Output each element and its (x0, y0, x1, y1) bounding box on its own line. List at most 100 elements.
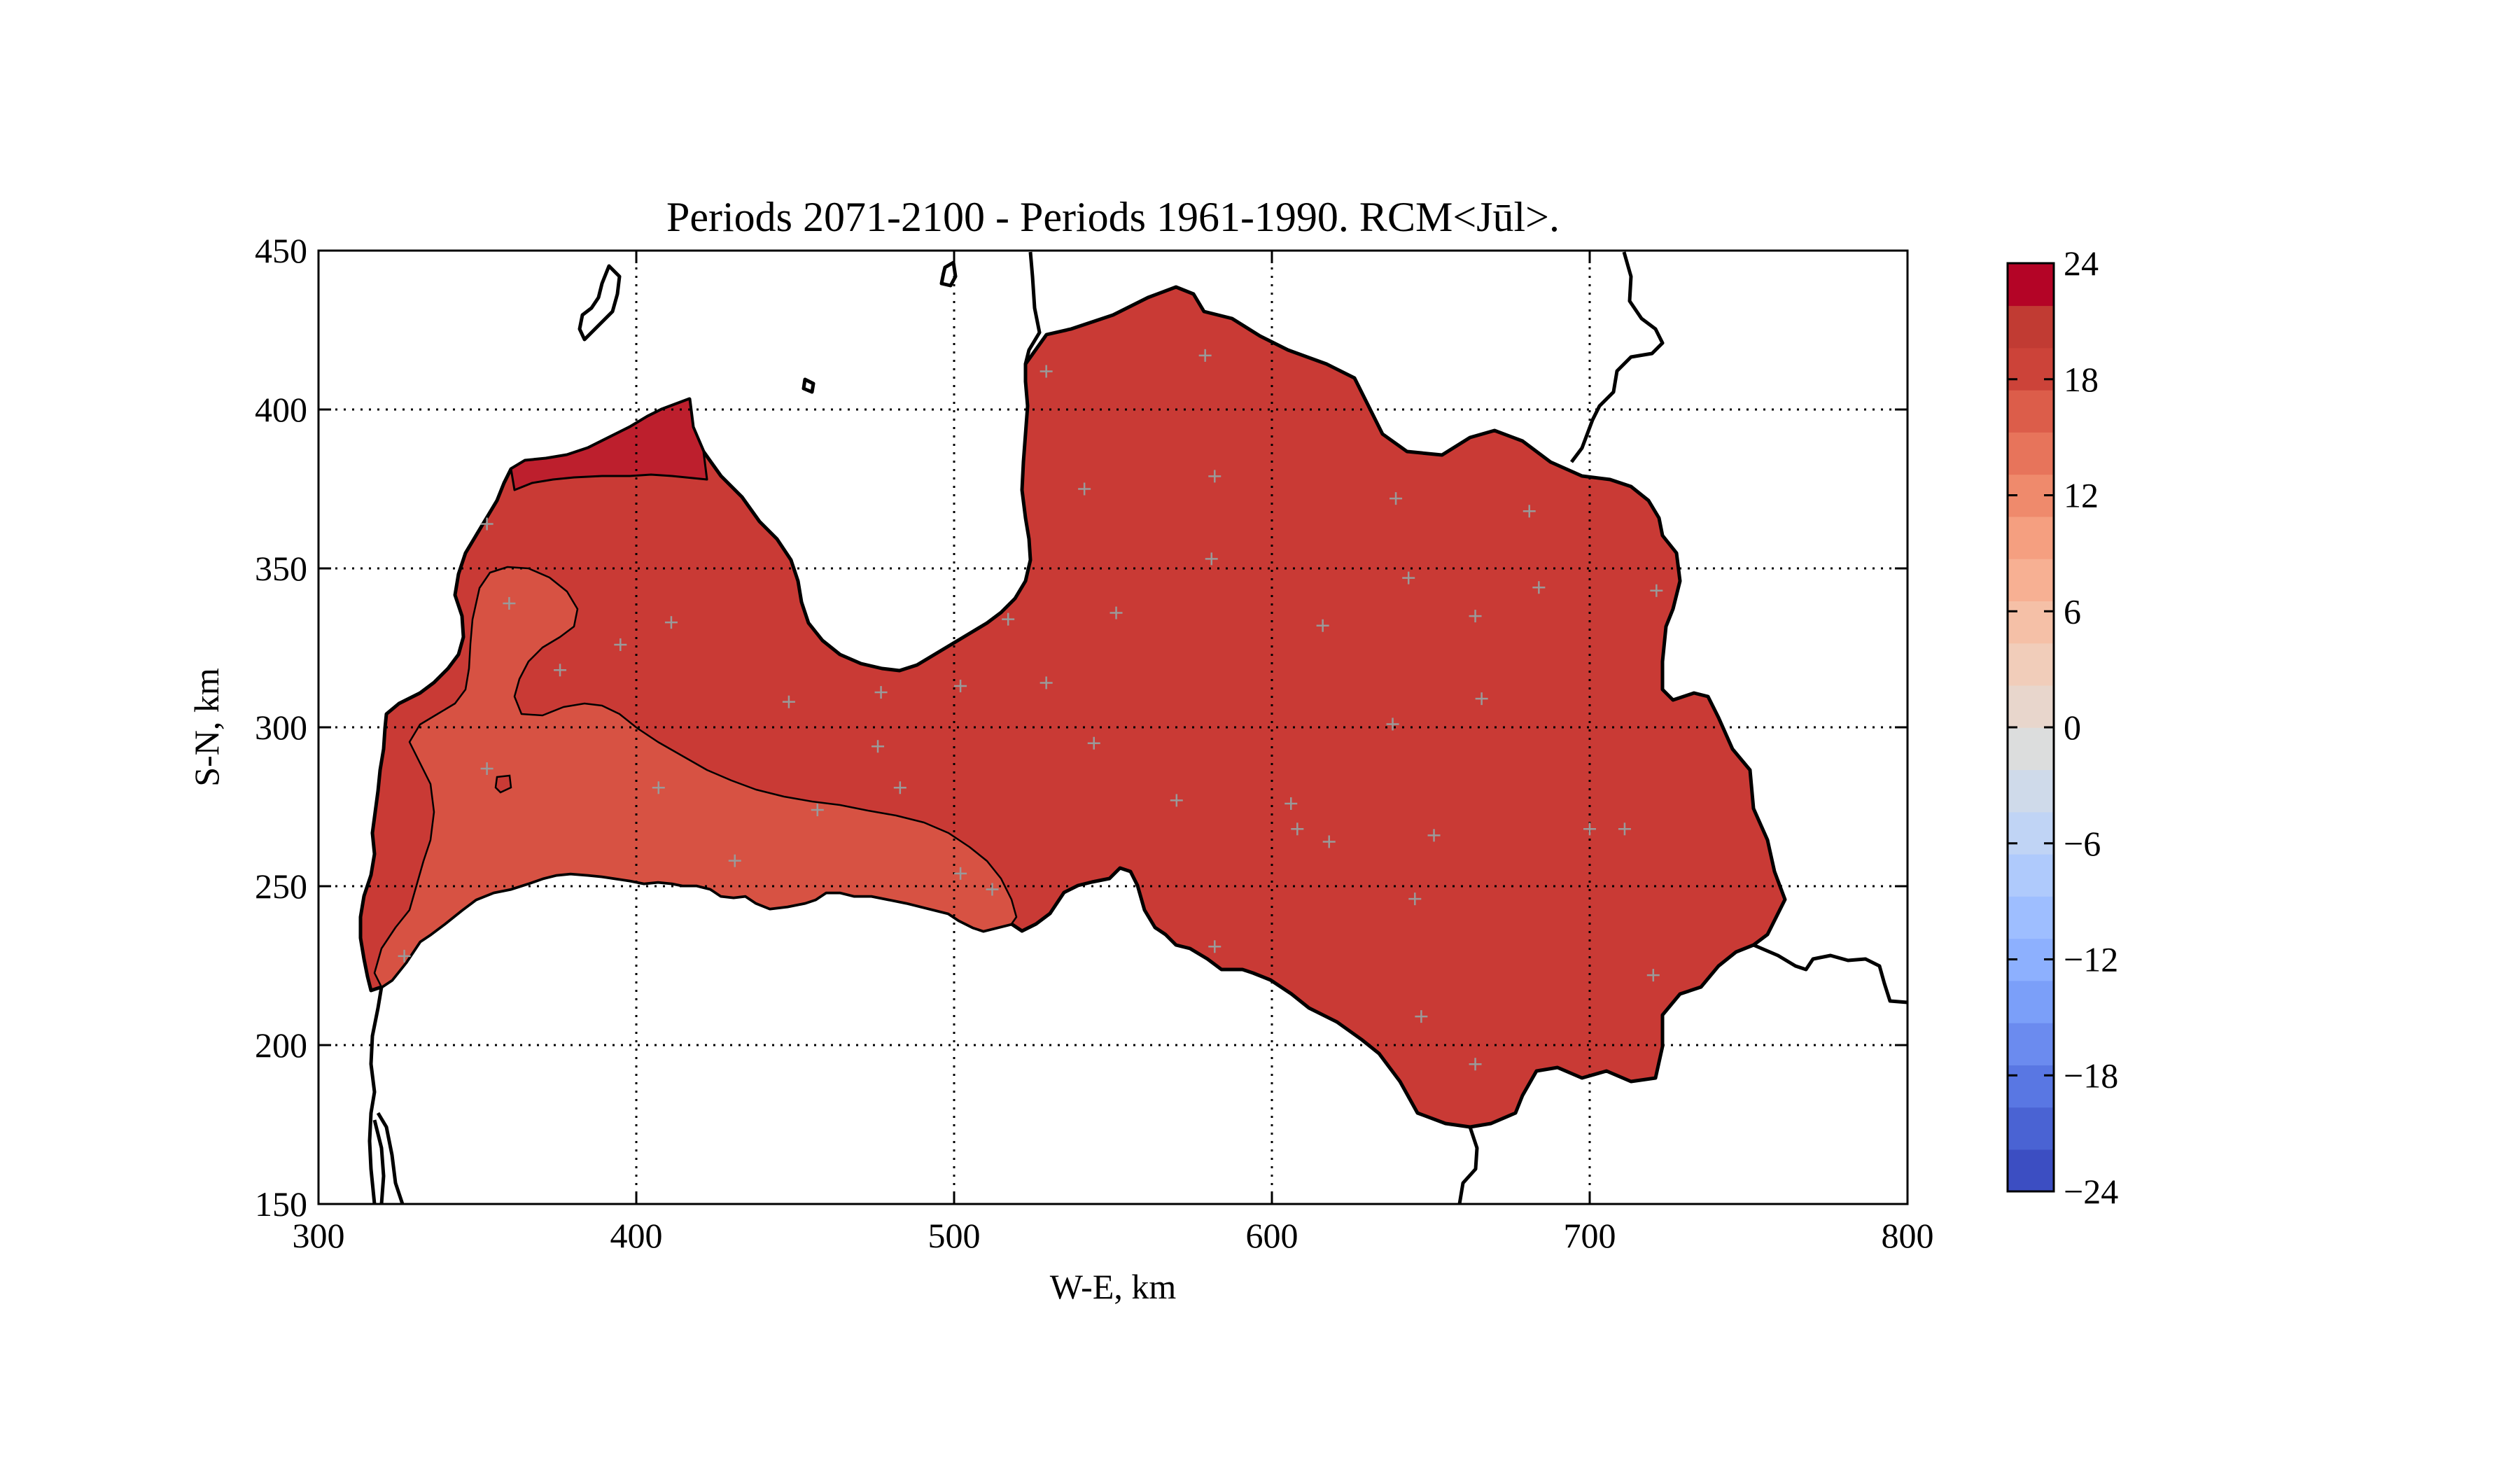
latvia-small-patch (494, 774, 512, 794)
colorbar-segment (2008, 347, 2054, 391)
colorbar-tick-label: 24 (2064, 244, 2099, 283)
colorbar-segment (2008, 389, 2054, 433)
station-marker (1583, 822, 1596, 836)
station-marker (872, 740, 885, 753)
station-marker (398, 949, 411, 962)
station-marker (1198, 349, 1212, 362)
station-marker (1402, 571, 1415, 584)
y-tick-label: 450 (255, 231, 307, 270)
x-axis-label: W-E, km (1050, 1267, 1177, 1306)
station-marker (664, 616, 678, 629)
station-markers (398, 349, 1663, 1071)
x-tick-label: 500 (928, 1216, 981, 1255)
station-marker (893, 781, 906, 794)
colorbar-segment (2008, 305, 2054, 349)
station-marker (1427, 829, 1441, 842)
station-marker (1469, 610, 1482, 623)
colorbar-segment (2008, 1022, 2054, 1065)
colorbar-tick-label: 0 (2064, 708, 2081, 747)
colorbar-segment (2008, 1149, 2054, 1192)
colorbar-segment (2008, 980, 2054, 1023)
station-marker (1316, 619, 1329, 632)
y-tick-label: 150 (255, 1184, 307, 1224)
colorbar-segment (2008, 896, 2054, 939)
station-marker (1040, 676, 1053, 690)
map-title: Periods 2071-2100 - Periods 1961-1990. R… (666, 194, 1560, 240)
station-marker (954, 867, 967, 880)
station-marker (728, 854, 741, 867)
latvia-region-21-24 (510, 398, 708, 491)
station-marker (480, 762, 493, 776)
station-marker (1170, 794, 1183, 807)
station-marker (1087, 736, 1100, 750)
station-marker (1618, 822, 1631, 836)
station-marker (652, 781, 665, 794)
colorbar-segment (2008, 643, 2054, 686)
station-marker (986, 883, 999, 896)
station-marker (1475, 692, 1488, 706)
y-tick-label: 350 (255, 549, 307, 588)
station-marker (480, 517, 493, 531)
latvia-region-15-18 (373, 566, 1018, 988)
station-marker (811, 804, 824, 817)
station-marker (1002, 612, 1015, 626)
station-marker (1208, 470, 1222, 483)
y-tick-label: 400 (255, 390, 307, 429)
station-marker (1469, 1058, 1482, 1071)
y-axis-label: S-N, km (187, 668, 226, 787)
station-marker (1291, 822, 1304, 836)
x-tick-label: 700 (1564, 1216, 1616, 1255)
colorbar-segment (2008, 1107, 2054, 1150)
station-marker (1415, 1010, 1428, 1023)
station-marker (1532, 581, 1546, 594)
station-marker (1208, 940, 1222, 953)
x-tick-label: 300 (293, 1216, 345, 1255)
colorbar-segment (2008, 727, 2054, 771)
colorbar-tick-label: 18 (2064, 360, 2099, 399)
colorbar-segment (2008, 263, 2054, 307)
colorbar-tick-label: 6 (2064, 592, 2081, 631)
station-marker (1390, 492, 1403, 505)
colorbar-segment (2008, 558, 2054, 601)
colorbar-segment (2008, 769, 2054, 813)
colorbar-tick-label: −24 (2064, 1172, 2118, 1211)
colorbar-segment (2008, 1065, 2054, 1108)
station-marker (782, 695, 795, 708)
station-marker (1522, 505, 1536, 518)
map-layer (358, 251, 1907, 1204)
station-marker (1322, 835, 1336, 848)
station-marker (503, 596, 516, 610)
colorbar-tick-label: −6 (2064, 824, 2101, 863)
station-marker (1284, 797, 1298, 810)
x-tick-label: 800 (1882, 1216, 1934, 1255)
colorbar-segment (2008, 601, 2054, 644)
colorbar-segment (2008, 853, 2054, 897)
station-marker (1205, 552, 1218, 566)
y-tick-label: 300 (255, 708, 307, 747)
station-marker (614, 638, 627, 651)
x-tick-label: 600 (1246, 1216, 1298, 1255)
station-marker (1078, 482, 1091, 496)
colorbar-tick-label: 12 (2064, 476, 2099, 515)
station-marker (954, 679, 967, 692)
y-tick-label: 200 (255, 1026, 307, 1065)
station-marker (1386, 718, 1399, 731)
colorbar-segment (2008, 811, 2054, 855)
y-axis-ticks: 150 200 250 300 350 400 450 (255, 231, 1907, 1224)
station-marker (1040, 365, 1053, 378)
colorbar-tick-label: −12 (2064, 940, 2118, 979)
station-marker (1408, 892, 1422, 906)
colorbar-segment (2008, 432, 2054, 475)
colorbar-tick-label: −18 (2064, 1056, 2118, 1095)
station-marker (554, 664, 567, 677)
x-axis-ticks: 300 400 500 600 700 800 (293, 251, 1934, 1255)
station-marker (1646, 969, 1660, 982)
station-marker (874, 686, 888, 699)
colorbar-segment (2008, 685, 2054, 728)
neighbouring-coastlines (368, 251, 1907, 1204)
colorbar: −24 −18 −12 −6 0 6 12 18 24 (2006, 244, 2118, 1211)
colorbar-segment (2008, 516, 2054, 559)
x-tick-label: 400 (610, 1216, 663, 1255)
